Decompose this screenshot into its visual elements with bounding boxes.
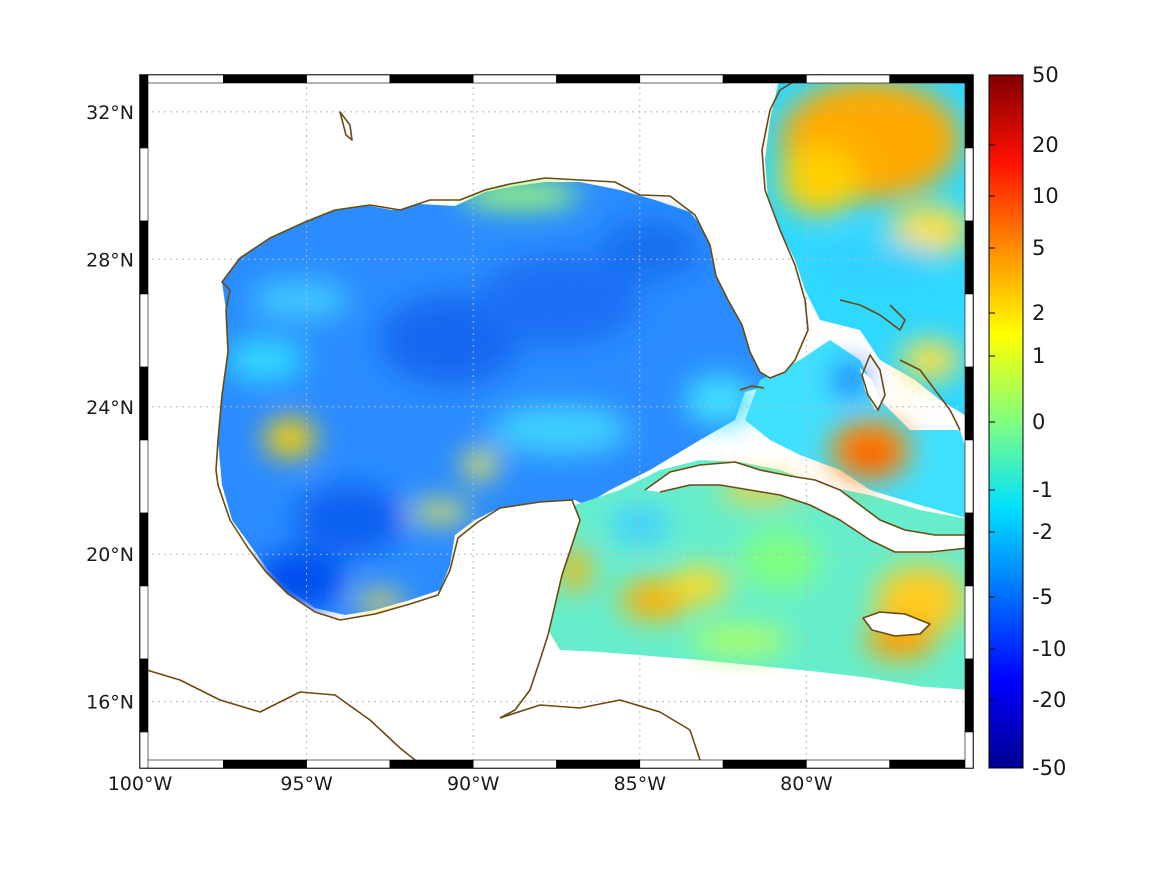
- colorbar-label: -5: [1032, 585, 1053, 609]
- frame-segment: [139, 366, 149, 441]
- longitude-label: 90°W: [447, 773, 500, 795]
- colorbar-label: -20: [1032, 688, 1066, 712]
- frame-segment: [472, 759, 557, 769]
- colorbar-label: -2: [1032, 520, 1053, 544]
- latitude-label: 16°N: [86, 692, 134, 714]
- frame-segment: [139, 74, 149, 149]
- colorbar-label: 20: [1032, 133, 1059, 157]
- frame-segment: [306, 74, 391, 84]
- frame-segment: [139, 293, 149, 368]
- frame-segment: [964, 658, 974, 733]
- frame-segment: [806, 74, 891, 84]
- frame-segment: [139, 759, 224, 769]
- frame-segment: [964, 74, 974, 149]
- colorbar-label: 5: [1032, 236, 1045, 260]
- longitude-label: 85°W: [614, 773, 667, 795]
- longitude-label: 100°W: [108, 773, 173, 795]
- coastline: [139, 74, 969, 769]
- frame-segment: [389, 74, 474, 84]
- frame-segment: [964, 293, 974, 368]
- longitude-label: 95°W: [280, 773, 333, 795]
- frame-segment: [964, 220, 974, 295]
- frame-segment: [639, 759, 724, 769]
- frame-segment: [223, 759, 307, 769]
- frame-segment: [889, 759, 974, 769]
- frame-segment: [139, 74, 224, 84]
- frame-segment: [556, 74, 641, 84]
- frame-segment: [722, 74, 807, 84]
- latitude-tick-labels: 32°N 28°N 24°N 20°N 16°N: [86, 102, 134, 714]
- graticule: [140, 75, 973, 768]
- latitude-label: 20°N: [86, 544, 134, 566]
- frame-segment: [964, 731, 974, 769]
- anomaly-field: [140, 75, 973, 768]
- frame-segment: [139, 512, 149, 587]
- frame-segment: [964, 439, 974, 514]
- longitude-tick-labels: 100°W 95°W 90°W 85°W 80°W: [108, 773, 833, 795]
- colorbar-label: -50: [1032, 756, 1066, 780]
- frame-segment: [964, 366, 974, 441]
- colorbar-label: 1: [1032, 344, 1045, 368]
- frame-segment: [139, 658, 149, 733]
- frame-segment: [223, 74, 307, 84]
- frame-segment: [964, 147, 974, 222]
- colorbar-label: -1: [1032, 478, 1053, 502]
- latitude-label: 28°N: [86, 249, 134, 271]
- frame-segment: [139, 439, 149, 514]
- colorbar-label: 2: [1032, 301, 1045, 325]
- colorbar-label: 10: [1032, 184, 1059, 208]
- frame-segment: [964, 512, 974, 587]
- frame-segment: [556, 759, 641, 769]
- frame-segment: [139, 147, 149, 222]
- frame-segment: [722, 759, 807, 769]
- latitude-label: 24°N: [86, 397, 134, 419]
- longitude-label: 80°W: [780, 773, 833, 795]
- frame-segment: [306, 759, 391, 769]
- frame-segment: [389, 759, 474, 769]
- frame-segment: [639, 74, 724, 84]
- frame-segment: [139, 731, 149, 769]
- colorbar-label: 0: [1032, 410, 1045, 434]
- colorbar-label: 50: [1032, 63, 1059, 87]
- frame-segment: [139, 220, 149, 295]
- colorbar-label: -10: [1032, 637, 1066, 661]
- frame-checker-border: [139, 74, 974, 769]
- frame-segment: [139, 585, 149, 660]
- frame-segment: [472, 74, 557, 84]
- frame-segment: [889, 74, 974, 84]
- frame-segment: [964, 585, 974, 660]
- latitude-label: 32°N: [86, 102, 134, 124]
- frame-segment: [806, 759, 891, 769]
